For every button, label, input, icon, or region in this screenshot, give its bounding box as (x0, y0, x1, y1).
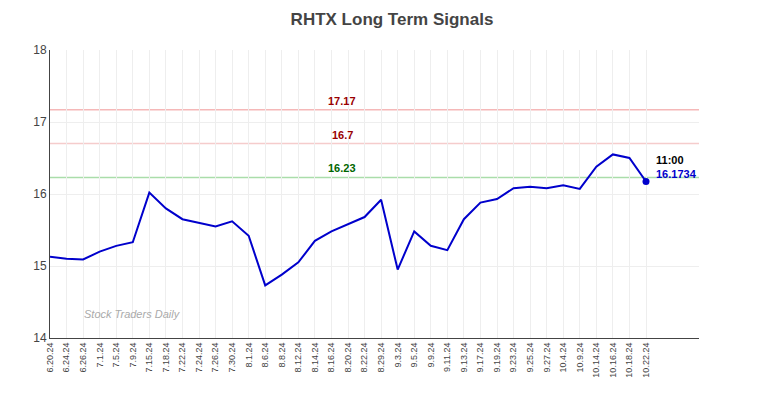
svg-text:9.17.24: 9.17.24 (475, 343, 485, 373)
svg-text:6.26.24: 6.26.24 (78, 343, 88, 373)
svg-text:9.3.24: 9.3.24 (393, 343, 403, 368)
svg-text:9.19.24: 9.19.24 (492, 343, 502, 373)
svg-text:7.24.24: 7.24.24 (194, 343, 204, 373)
svg-text:8.29.24: 8.29.24 (376, 343, 386, 373)
svg-text:9.5.24: 9.5.24 (409, 343, 419, 368)
svg-text:16: 16 (33, 187, 47, 201)
svg-text:10.18.24: 10.18.24 (624, 343, 634, 378)
svg-text:8.6.24: 8.6.24 (260, 343, 270, 368)
svg-text:8.12.24: 8.12.24 (293, 343, 303, 373)
svg-text:11:00: 11:00 (656, 154, 684, 166)
svg-text:9.9.24: 9.9.24 (426, 343, 436, 368)
svg-text:17.17: 17.17 (328, 95, 356, 107)
svg-text:16.23: 16.23 (328, 162, 356, 174)
svg-text:8.16.24: 8.16.24 (326, 343, 336, 373)
svg-text:16.1734: 16.1734 (656, 168, 697, 180)
svg-text:9.23.24: 9.23.24 (508, 343, 518, 373)
svg-text:Stock Traders Daily: Stock Traders Daily (84, 308, 181, 320)
svg-text:10.22.24: 10.22.24 (641, 343, 651, 378)
svg-text:7.22.24: 7.22.24 (177, 343, 187, 373)
svg-text:10.9.24: 10.9.24 (575, 343, 585, 373)
svg-text:17: 17 (33, 115, 47, 129)
svg-text:7.1.24: 7.1.24 (95, 343, 105, 368)
svg-text:8.20.24: 8.20.24 (343, 343, 353, 373)
svg-text:10.14.24: 10.14.24 (591, 343, 601, 378)
svg-text:6.20.24: 6.20.24 (45, 343, 55, 373)
svg-text:7.15.24: 7.15.24 (144, 343, 154, 373)
svg-text:9.13.24: 9.13.24 (459, 343, 469, 373)
svg-text:7.9.24: 7.9.24 (128, 343, 138, 368)
svg-text:14: 14 (33, 331, 47, 345)
svg-text:9.25.24: 9.25.24 (525, 343, 535, 373)
svg-text:7.5.24: 7.5.24 (111, 343, 121, 368)
svg-text:7.18.24: 7.18.24 (161, 343, 171, 373)
svg-text:7.30.24: 7.30.24 (227, 343, 237, 373)
svg-text:16.7: 16.7 (332, 129, 353, 141)
svg-text:8.8.24: 8.8.24 (277, 343, 287, 368)
svg-text:8.22.24: 8.22.24 (359, 343, 369, 373)
svg-text:15: 15 (33, 259, 47, 273)
svg-text:RHTX Long Term Signals: RHTX Long Term Signals (291, 10, 494, 29)
svg-text:9.11.24: 9.11.24 (442, 343, 452, 372)
svg-text:18: 18 (33, 43, 47, 57)
svg-text:10.4.24: 10.4.24 (558, 343, 568, 373)
svg-text:7.26.24: 7.26.24 (210, 343, 220, 373)
svg-text:6.24.24: 6.24.24 (61, 343, 71, 373)
svg-text:9.27.24: 9.27.24 (542, 343, 552, 373)
svg-text:8.14.24: 8.14.24 (310, 343, 320, 373)
svg-text:10.16.24: 10.16.24 (608, 343, 618, 378)
svg-text:8.1.24: 8.1.24 (244, 343, 254, 368)
